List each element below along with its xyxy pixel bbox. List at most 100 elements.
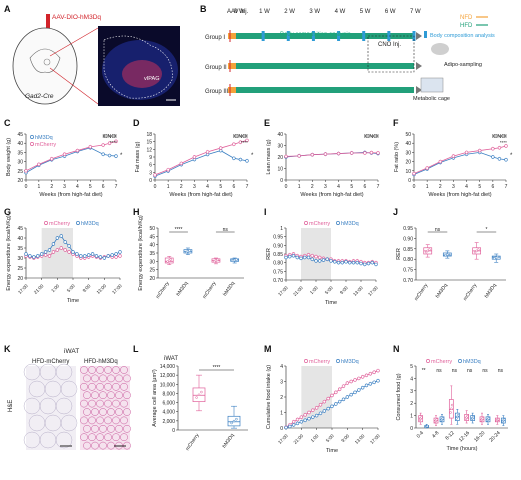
adipocyte-right [107,374,115,383]
y-tick-label: 18 [146,132,152,138]
data-point-hM3Dq [360,386,365,390]
category-label: hM3Dq [175,281,189,298]
legend-label-mCherry: mCherry [35,142,56,148]
zoom-line-top [49,27,99,57]
significance-label: ns [436,368,442,374]
adipocyte-right [88,416,96,425]
adipocyte-right [120,433,128,442]
significance-label: **** [213,365,221,371]
body-comp-mark [362,31,366,41]
category-label: 4-8 [431,430,441,440]
week-label: 4 W [335,9,346,15]
box-point [197,393,201,397]
chart-consumed-food: 0 1 2 3 4 5 Consumed food (g) Time (hours) 0-4 **… [396,359,508,452]
category-label: mCherry [202,280,218,300]
data-point-hM3Dq [55,236,60,240]
category-label: mCherry [185,432,201,452]
panel-b: AAV Inj. 0 W 1 W 2 W 3 W 4 W 5 W 6 W 7 W Group … [205,9,495,102]
x-tick-label: 7 [377,184,380,190]
chart-title: iWAT [164,356,178,362]
legend-label-mCherry: mCherry [309,221,330,227]
data-point-hM3Dq [71,250,75,254]
box-point [200,390,203,394]
x-tick-label: 5:00 [66,283,76,293]
legend-marker-mCherry [304,359,308,363]
data-point-mCherry [345,381,350,385]
y-tick-label: 8,000 [162,391,175,397]
significance-star: * [251,153,254,159]
box-point [441,417,445,420]
y-tick-label: 0 [410,426,413,432]
y-tick-label: 45 [17,132,23,138]
panel-letter-n: N [393,344,400,354]
adipocyte-right [88,382,96,391]
box-point [169,258,173,261]
adipocyte-right [91,374,99,383]
y-tick-label: 1 [280,226,283,232]
x-tick-label: 1 [426,184,429,190]
adipocyte-right [99,424,107,433]
data-point-mCherry [50,157,54,161]
data-point-mCherry [326,396,330,401]
y-axis-label: Fat ratio (%) [394,142,400,172]
data-point-hM3Dq [86,253,91,257]
data-point-hM3Dq [114,252,118,256]
adipocyte-right [123,374,131,383]
y-tick-label: 0.90 [273,243,283,249]
y-tick-label: 25 [17,266,23,272]
x-tick-label: 3 [193,184,196,190]
data-point-hM3Dq [330,404,334,408]
box-point [481,417,485,420]
x-axis-label: Weeks (from high-fat diet) [300,192,363,198]
data-point-hM3Dq [63,240,67,244]
panel-letter-a: A [4,4,11,14]
x-tick-label: 1 [298,184,301,190]
data-point-hM3Dq [36,254,40,258]
week-labels: 0 W 1 W 2 W 3 W 4 W 5 W 6 W 7 W [234,9,421,15]
adipocyte-right [88,433,96,442]
y-tick-label: 30 [277,144,283,150]
y-tick-label: 12,000 [160,373,176,379]
week-label: 6 W [385,9,396,15]
x-tick-label: 17:00 [367,285,379,297]
legend-marker-hM3Dq [336,359,340,363]
data-point-mCherry [219,146,223,150]
box-point [235,258,238,261]
adipocyte-right [120,399,128,408]
data-point-hM3Dq [314,259,318,263]
data-point-hM3Dq [364,383,369,388]
data-point-mCherry [101,143,105,147]
adipocyte-right [115,408,123,416]
box-point [420,416,423,419]
cno-label: CNO [103,134,116,140]
adipocyte-left [55,363,73,381]
y-tick-label: 3 [280,380,283,386]
box-point [473,250,477,254]
box-point [450,403,454,407]
group-label: Group III [205,89,229,95]
he-image-right [80,366,130,450]
adipocyte-right [96,399,104,408]
adipocyte-right [104,399,112,408]
x-axis-label: Weeks (from high-fat diet) [39,192,102,198]
adipocyte-right [104,433,112,442]
data-point-hM3Dq [303,255,307,260]
x-tick-label: 5 [219,184,222,190]
data-point-hM3Dq [295,421,300,426]
data-point-hM3Dq [336,260,341,265]
x-tick-label: 1 [37,184,40,190]
y-tick-label: 2,000 [162,419,175,425]
y-tick-label: 0 [408,178,411,184]
significance-star: * [120,153,123,159]
data-point-hM3Dq [59,234,63,238]
box-point [216,258,219,262]
data-point-hM3Dq [351,260,356,265]
cno-label: CNO [365,134,378,140]
data-point-mCherry [24,169,28,173]
box-point [477,248,480,251]
adipocyte-right [107,424,115,433]
data-point-mCherry [114,255,118,259]
x-tick-label: 13:00 [95,283,107,295]
data-point-mCherry [497,146,502,150]
data-point-hM3Dq [321,258,326,262]
